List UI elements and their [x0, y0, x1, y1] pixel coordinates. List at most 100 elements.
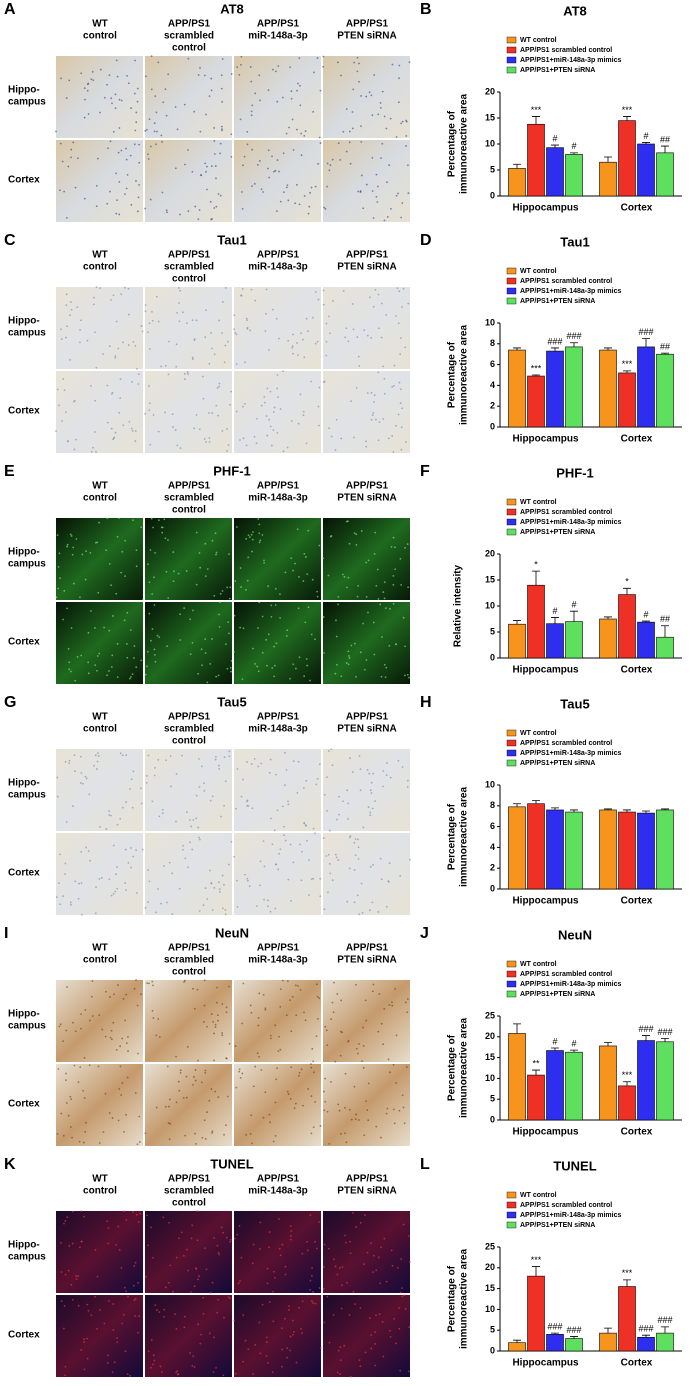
cell: [67, 165, 70, 168]
cell: [94, 754, 97, 757]
cell: [270, 615, 273, 618]
cell: [120, 293, 123, 296]
cell: [259, 860, 262, 863]
cell: [373, 553, 376, 555]
cell: [342, 800, 344, 803]
cell: [190, 1237, 193, 1240]
cell: [77, 1275, 80, 1278]
cell: [302, 787, 305, 789]
cell: [402, 1223, 405, 1226]
cell: [144, 906, 147, 909]
y-tick-label: 0: [490, 652, 495, 662]
cell: [134, 1297, 137, 1300]
cell: [90, 1314, 93, 1316]
cell: [120, 1266, 123, 1269]
cell: [97, 591, 100, 594]
cell: [358, 365, 361, 367]
cell: [105, 549, 108, 552]
cell: [87, 850, 90, 852]
cell: [224, 909, 227, 911]
cell: [133, 1265, 136, 1267]
cell: [317, 405, 320, 408]
cell: [168, 1138, 171, 1141]
cell: [145, 1275, 148, 1278]
cell: [178, 1237, 180, 1240]
cell: [98, 877, 101, 880]
bar: [618, 811, 636, 890]
cell: [350, 400, 352, 403]
cell: [162, 865, 165, 867]
cell: [261, 1303, 264, 1306]
cell: [216, 1014, 219, 1017]
cell: [76, 306, 79, 309]
cell: [96, 655, 99, 657]
cell: [96, 157, 99, 160]
cell: [308, 205, 311, 208]
cell: [291, 1319, 294, 1322]
cell: [276, 387, 279, 390]
cell: [211, 347, 213, 350]
cell: [226, 1095, 229, 1098]
cell: [279, 988, 282, 991]
cell: [373, 653, 376, 656]
cell: [158, 815, 161, 818]
cell: [383, 1237, 386, 1240]
chart-title: TUNEL: [553, 1158, 596, 1173]
cell: [278, 170, 280, 173]
cell: [300, 132, 303, 135]
cell: [161, 531, 164, 534]
cell: [240, 1256, 243, 1259]
cell: [373, 1254, 375, 1257]
cell: [315, 1035, 318, 1037]
cell: [353, 1085, 356, 1088]
cell: [79, 329, 81, 331]
cell: [133, 657, 135, 659]
column-label: miR-148a-3p: [248, 955, 307, 966]
cell: [402, 1106, 405, 1109]
cell: [355, 533, 358, 536]
cell: [297, 422, 300, 425]
cell: [150, 88, 153, 91]
legend-label: APP/PS1+PTEN siRNA: [520, 67, 595, 74]
cell: [151, 1009, 154, 1012]
cell: [324, 1025, 327, 1028]
cell: [110, 584, 112, 587]
cell: [289, 66, 292, 69]
cell: [113, 1361, 116, 1364]
cell: [72, 805, 74, 808]
cell: [161, 808, 164, 811]
cell: [127, 82, 130, 85]
cell: [398, 1306, 401, 1309]
cell: [185, 322, 188, 325]
cell: [195, 583, 198, 586]
cell: [191, 319, 194, 322]
cell: [208, 1099, 211, 1102]
cell: [197, 1059, 200, 1062]
cell: [84, 775, 87, 778]
column-label: WT: [92, 481, 108, 492]
cell: [134, 1261, 137, 1264]
cell: [80, 1210, 83, 1212]
cell: [160, 902, 162, 905]
y-axis-label: Percentage of: [447, 1034, 458, 1101]
cell: [157, 61, 160, 64]
cell: [400, 426, 403, 429]
cell: [124, 575, 126, 577]
cell: [203, 979, 206, 982]
cell: [341, 1266, 344, 1268]
cell: [400, 1258, 403, 1260]
error-bar: [642, 142, 650, 144]
cell: [111, 1117, 114, 1119]
cell: [264, 312, 267, 315]
cell: [117, 347, 120, 350]
cell: [160, 365, 163, 368]
cell: [206, 188, 208, 191]
column-label: scrambled: [164, 493, 214, 504]
cell: [328, 427, 330, 430]
cell: [55, 596, 58, 599]
cell: [131, 429, 134, 432]
cell: [123, 1286, 126, 1289]
cell: [175, 1371, 178, 1374]
cell: [93, 296, 95, 299]
micrograph: [323, 602, 410, 684]
